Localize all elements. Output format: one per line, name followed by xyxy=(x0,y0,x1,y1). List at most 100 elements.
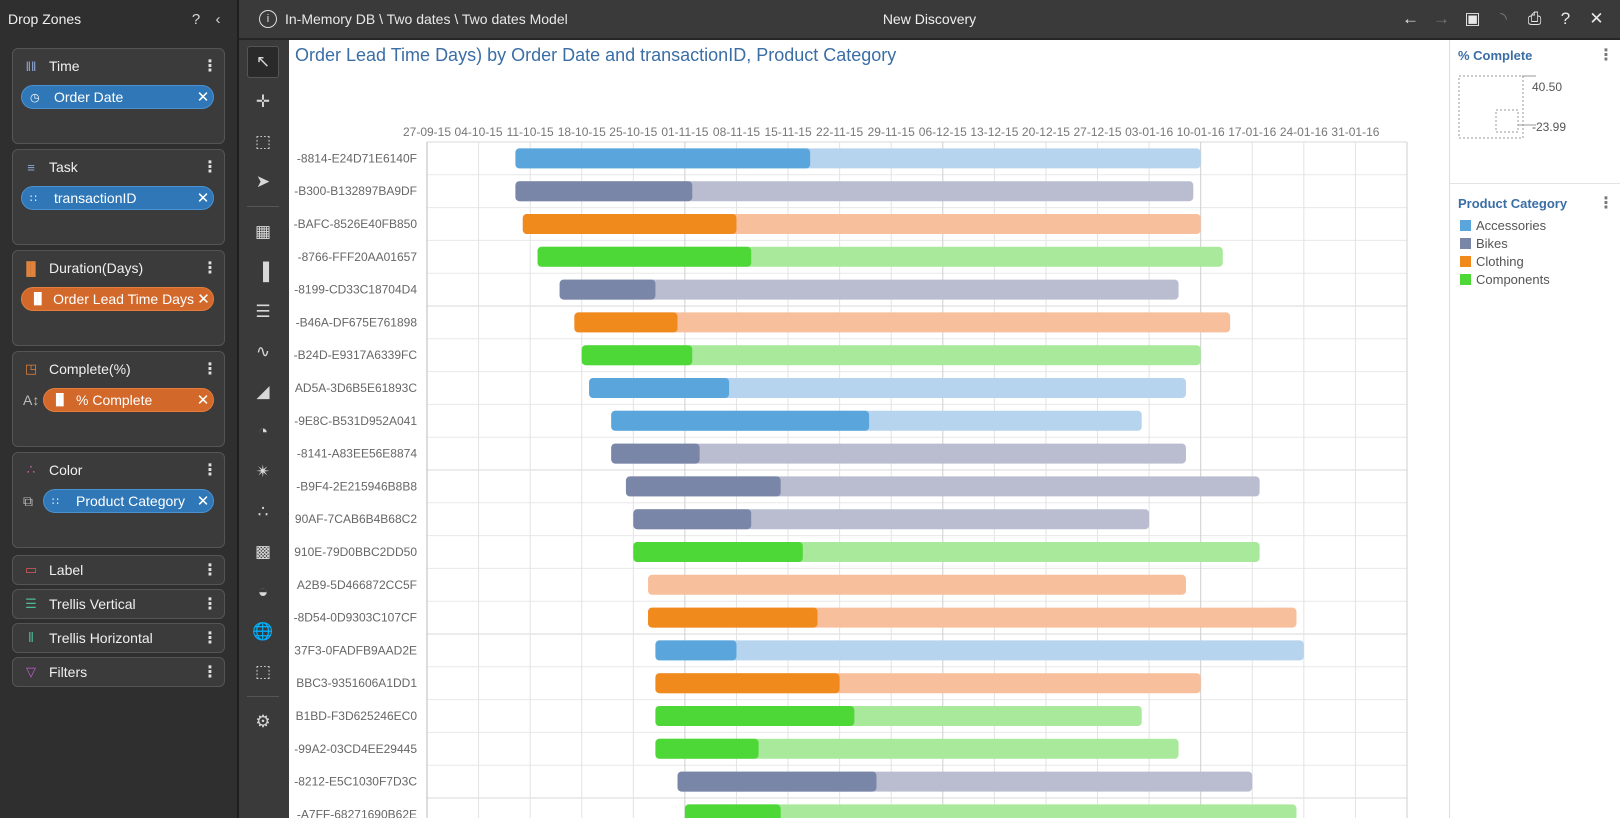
zone-menu-icon[interactable]: ⋮ xyxy=(202,361,218,378)
complete-min-value: -23.99 xyxy=(1532,120,1567,134)
x-tick-label: 27-09-15 xyxy=(403,125,451,139)
legend-label: Bikes xyxy=(1476,236,1508,251)
task-label: -B24D-E9317A6339FC xyxy=(294,348,418,362)
legend-menu-icon[interactable]: ⋮ xyxy=(1598,195,1614,212)
save-icon[interactable]: ▣ xyxy=(1464,9,1481,28)
grid-icon: ∷ xyxy=(30,192,37,205)
legend-item-components[interactable]: Components xyxy=(1460,272,1550,287)
pointer-tool-icon[interactable]: ↖ xyxy=(247,46,279,78)
grid-visual-icon[interactable]: ▦ xyxy=(254,222,272,241)
zone-complete[interactable]: ◳ Complete(%) ⋮ A↕ ▐▌ % Complete ✕ xyxy=(12,351,225,447)
help-icon[interactable]: ? xyxy=(191,10,201,28)
label-icon: ▭ xyxy=(24,562,38,577)
task-progress-bar xyxy=(648,607,818,628)
task-label: AD5A-3D6B5E61893C xyxy=(295,381,417,395)
treemap-icon[interactable]: ▩ xyxy=(254,542,272,561)
field-pill-order-date[interactable]: ◷ Order Date ✕ xyxy=(21,85,214,109)
info-icon[interactable]: i xyxy=(259,10,277,28)
task-progress-bar xyxy=(633,509,752,530)
bar-icon: ▐▌ xyxy=(52,394,68,406)
pie-chart-icon[interactable]: ◔ xyxy=(257,422,269,441)
column-chart-icon[interactable]: ▐ xyxy=(256,262,270,281)
task-progress-bar xyxy=(684,804,781,818)
legend-panel: % Complete ⋮ 40.50 -23.99 Product Catego… xyxy=(1449,40,1620,818)
text-format-icon[interactable]: A↕ xyxy=(23,392,40,408)
copy-icon[interactable]: ⧉ xyxy=(23,493,33,509)
undo-arrow-icon[interactable]: ← xyxy=(1402,9,1419,28)
zone-filters[interactable]: ▽ Filters ⋮ xyxy=(12,657,225,687)
select-tool-icon[interactable]: ⬚ xyxy=(254,132,272,151)
task-bar xyxy=(655,640,1304,661)
cursor-tool-icon[interactable]: ➤ xyxy=(255,172,271,191)
zone-menu-icon[interactable]: ⋮ xyxy=(202,159,218,176)
task-label: A2B9-5D466872CC5F xyxy=(297,578,417,592)
print-icon[interactable]: ⎙ xyxy=(1527,9,1542,28)
x-tick-label: 17-01-16 xyxy=(1228,125,1276,139)
zone-label-field[interactable]: ▭ Label ⋮ xyxy=(12,555,225,585)
field-pill-transactionid[interactable]: ∷ transactionID ✕ xyxy=(21,186,214,210)
zone-menu-icon[interactable]: ⋮ xyxy=(202,562,218,579)
radar-chart-icon[interactable]: ✴ xyxy=(255,462,271,481)
gantt-chart[interactable]: 27-09-15 04-10-15 11-10-15 18-10-15 25-10-15… xyxy=(289,40,1449,818)
complete-icon: ◳ xyxy=(24,361,38,376)
field-pill-percent-complete[interactable]: ▐▌ % Complete ✕ xyxy=(43,388,214,412)
zone-color[interactable]: ∴ Color ⋮ ⧉ ∷ Product Category ✕ xyxy=(12,452,225,548)
rss-icon[interactable]: ◝ xyxy=(1500,9,1507,28)
zone-menu-icon[interactable]: ⋮ xyxy=(202,260,218,277)
zone-trellis-horizontal[interactable]: ⫴ Trellis Horizontal ⋮ xyxy=(12,623,225,653)
remove-field-icon[interactable]: ✕ xyxy=(196,89,210,106)
gauge-icon[interactable]: ◒ xyxy=(257,582,269,601)
x-tick-label: 01-11-15 xyxy=(661,125,708,139)
legend-menu-icon[interactable]: ⋮ xyxy=(1598,47,1614,64)
task-label: B1BD-F3D625246EC0 xyxy=(296,709,418,723)
area-chart-icon[interactable]: ◢ xyxy=(256,382,270,401)
task-label: -B9F4-2E215946B8B8 xyxy=(296,479,417,493)
legend-item-accessories[interactable]: Accessories xyxy=(1460,218,1546,233)
remove-field-icon[interactable]: ✕ xyxy=(196,493,210,510)
drop-zones-title: Drop Zones xyxy=(8,11,82,27)
zone-menu-icon[interactable]: ⋮ xyxy=(202,58,218,75)
zone-task[interactable]: ≡ Task ⋮ ∷ transactionID ✕ xyxy=(12,149,225,245)
field-pill-product-category[interactable]: ∷ Product Category ✕ xyxy=(43,489,214,513)
task-label: -8212-E5C1030F7D3C xyxy=(294,775,417,789)
x-tick-label: 13-12-15 xyxy=(970,125,1018,139)
zone-label: Task xyxy=(49,159,78,175)
palette-icon[interactable]: ⚙ xyxy=(255,712,271,731)
help-icon[interactable]: ? xyxy=(1560,9,1571,28)
remove-field-icon[interactable]: ✕ xyxy=(196,190,210,207)
task-progress-bar xyxy=(677,771,877,792)
zone-menu-icon[interactable]: ⋮ xyxy=(202,630,218,647)
zone-label: Trellis Vertical xyxy=(49,596,136,612)
bar-chart-icon[interactable]: ☰ xyxy=(255,302,271,321)
legend-item-bikes[interactable]: Bikes xyxy=(1460,236,1508,251)
x-tick-label: 22-11-15 xyxy=(816,125,863,139)
remove-field-icon[interactable]: ✕ xyxy=(196,392,210,409)
legend-item-clothing[interactable]: Clothing xyxy=(1460,254,1524,269)
zone-menu-icon[interactable]: ⋮ xyxy=(202,596,218,613)
collapse-panel-icon[interactable]: ‹ xyxy=(215,10,221,28)
task-label: -8766-FFF20AA01657 xyxy=(298,250,418,264)
zone-menu-icon[interactable]: ⋮ xyxy=(202,462,218,479)
pill-label: Order Date xyxy=(54,89,124,105)
map-icon[interactable]: 🌐 xyxy=(252,622,274,641)
x-tick-label: 25-10-15 xyxy=(609,125,657,139)
task-progress-bar xyxy=(574,312,678,333)
field-pill-order-lead-time[interactable]: ▐▌ Order Lead Time Days ✕ xyxy=(21,287,214,311)
scatter-chart-icon[interactable]: ∴ xyxy=(257,502,269,521)
redo-arrow-icon[interactable]: → xyxy=(1433,9,1450,28)
zone-time[interactable]: ‖‖ Time ⋮ ◷ Order Date ✕ xyxy=(12,48,225,144)
zone-trellis-vertical[interactable]: ☰ Trellis Vertical ⋮ xyxy=(12,589,225,619)
remove-field-icon[interactable]: ✕ xyxy=(197,291,210,308)
breadcrumb-path[interactable]: In-Memory DB \ Two dates \ Two dates Mod… xyxy=(285,11,568,27)
line-chart-icon[interactable]: ∿ xyxy=(255,342,271,361)
time-icon: ‖‖ xyxy=(25,58,37,74)
zone-duration[interactable]: ▐▌ Duration(Days) ⋮ ▐▌ Order Lead Time D… xyxy=(12,250,225,346)
close-icon[interactable]: ✕ xyxy=(1589,9,1604,28)
custom-visual-icon[interactable]: ⬚ xyxy=(254,662,272,681)
filter-icon: ▽ xyxy=(26,664,36,679)
zone-label: Color xyxy=(49,462,83,478)
zone-label: Complete(%) xyxy=(49,361,131,377)
task-progress-bar xyxy=(589,378,730,398)
pan-tool-icon[interactable]: ✛ xyxy=(255,92,271,111)
zone-menu-icon[interactable]: ⋮ xyxy=(202,664,218,681)
